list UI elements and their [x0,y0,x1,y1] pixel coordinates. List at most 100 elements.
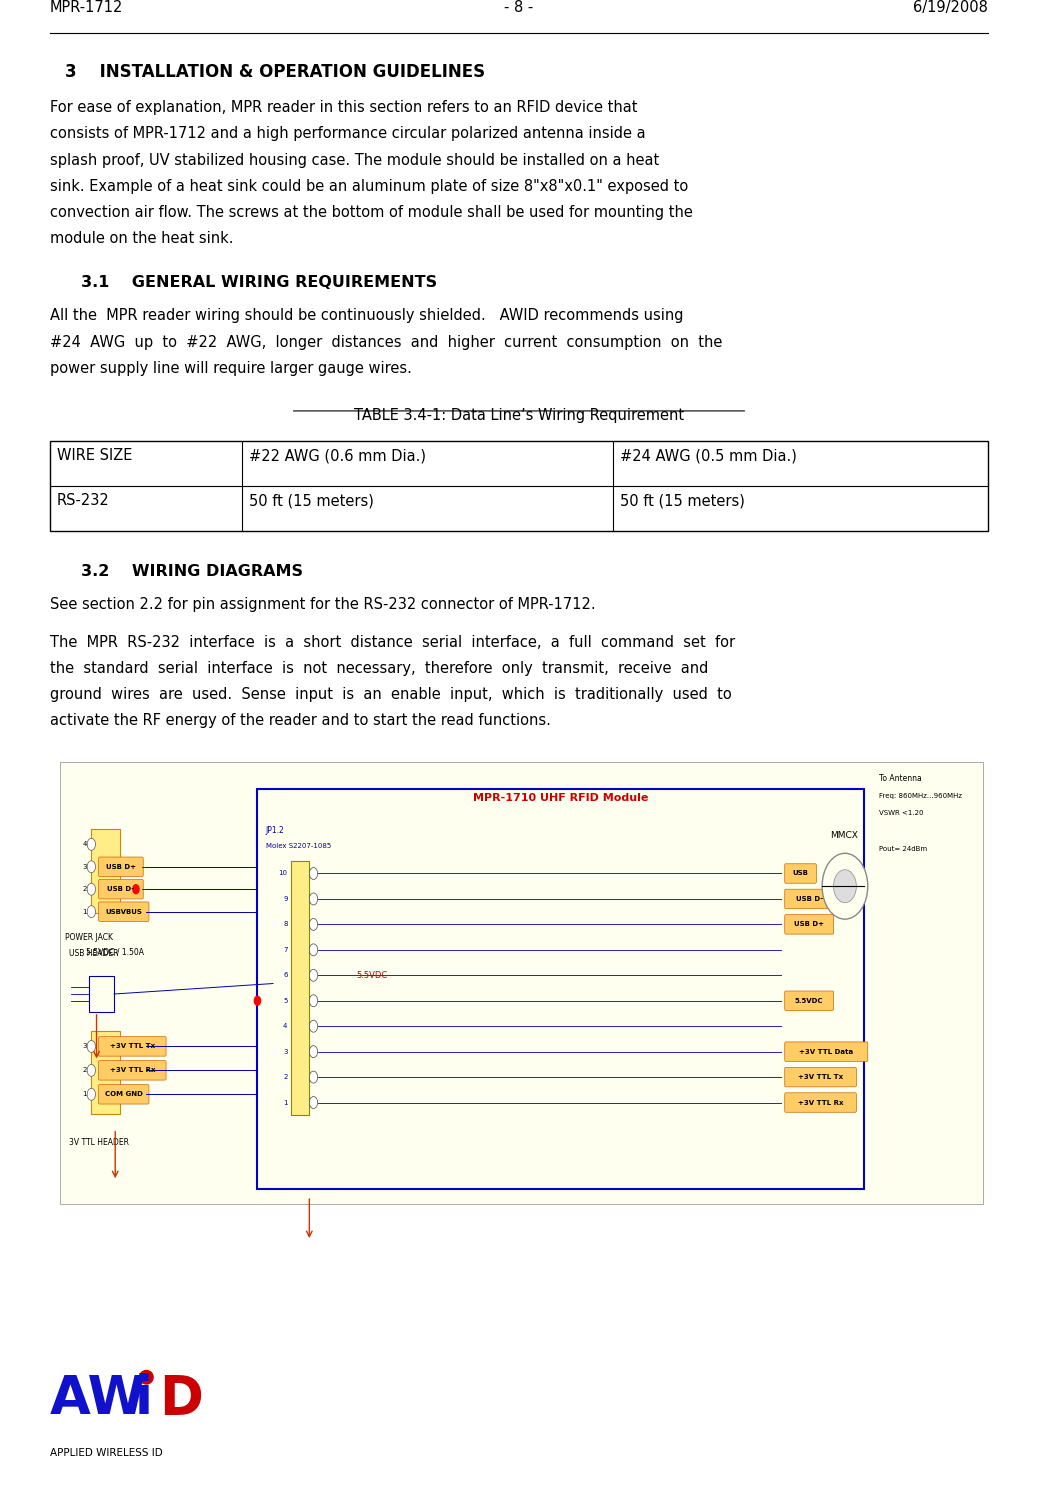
Text: 50 ft (15 meters): 50 ft (15 meters) [620,493,745,509]
Text: the  standard  serial  interface  is  not  necessary,  therefore  only  transmit: the standard serial interface is not nec… [50,660,708,677]
Text: 5: 5 [283,997,288,1004]
Text: 1: 1 [83,909,87,915]
Circle shape [309,892,318,904]
Text: USB D+: USB D+ [106,864,136,870]
FancyBboxPatch shape [99,879,143,898]
Text: 3.2    WIRING DIAGRAMS: 3.2 WIRING DIAGRAMS [81,563,303,579]
Text: ground  wires  are  used.  Sense  input  is  an  enable  input,  which  is  trad: ground wires are used. Sense input is an… [50,687,732,702]
Text: 1: 1 [83,1091,87,1097]
Text: 2: 2 [83,1067,87,1073]
Circle shape [309,1019,318,1031]
Text: 3    INSTALLATION & OPERATION GUIDELINES: 3 INSTALLATION & OPERATION GUIDELINES [65,63,486,81]
Text: USB HEADER: USB HEADER [69,949,118,958]
Text: Freq: 860MHz...960MHz: Freq: 860MHz...960MHz [879,793,962,799]
FancyBboxPatch shape [99,1036,166,1055]
Text: Molex S2207-1085: Molex S2207-1085 [266,843,331,849]
Text: To Antenna: To Antenna [879,774,922,783]
Circle shape [309,994,318,1006]
Text: module on the heat sink.: module on the heat sink. [50,231,234,247]
Text: 2: 2 [83,886,87,892]
Text: 3: 3 [283,1048,288,1055]
Circle shape [87,883,95,895]
Text: - 8 -: - 8 - [504,0,534,15]
Text: All the  MPR reader wiring should be continuously shielded.   AWID recommends us: All the MPR reader wiring should be cont… [50,308,683,323]
Text: POWER JACK: POWER JACK [65,933,113,942]
Text: MPR-1710 UHF RFID Module: MPR-1710 UHF RFID Module [473,793,648,804]
Text: 1: 1 [283,1099,288,1106]
FancyBboxPatch shape [785,991,834,1010]
Text: 50 ft (15 meters): 50 ft (15 meters) [249,493,375,509]
Text: convection air flow. The screws at the bottom of module shall be used for mounti: convection air flow. The screws at the b… [50,205,692,220]
Text: The  MPR  RS-232  interface  is  a  short  distance  serial  interface,  a  full: The MPR RS-232 interface is a short dist… [50,635,735,650]
Text: +3V TTL Tx: +3V TTL Tx [798,1073,843,1081]
Circle shape [133,885,139,894]
Bar [257,789,864,1189]
Circle shape [309,1070,318,1082]
Bar [91,1031,120,1114]
Text: +3V TTL Rx: +3V TTL Rx [798,1099,843,1106]
Text: consists of MPR-1712 and a high performance circular polarized antenna inside a: consists of MPR-1712 and a high performa… [50,126,646,142]
Text: 5.5VDC / 1.50A: 5.5VDC / 1.50A [86,948,144,957]
Text: 7: 7 [283,946,288,954]
Text: For ease of explanation, MPR reader in this section refers to an RFID device tha: For ease of explanation, MPR reader in t… [50,100,637,115]
Bar [291,861,309,1115]
Text: AW: AW [50,1373,146,1425]
Text: MPR-1712: MPR-1712 [50,0,124,15]
Text: USB: USB [793,870,809,877]
Circle shape [254,996,261,1004]
Ellipse shape [139,1371,154,1383]
Text: COM GND: COM GND [105,1091,142,1097]
FancyBboxPatch shape [785,864,816,883]
Text: 3.1    GENERAL WIRING REQUIREMENTS: 3.1 GENERAL WIRING REQUIREMENTS [81,275,437,290]
Text: MMCX: MMCX [830,831,858,840]
Text: 3: 3 [83,864,87,870]
Text: #24  AWG  up  to  #22  AWG,  longer  distances  and  higher  current  consumptio: #24 AWG up to #22 AWG, longer distances … [50,334,722,350]
Circle shape [87,1064,95,1076]
Text: APPLIED WIRELESS ID: APPLIED WIRELESS ID [50,1448,163,1458]
Bar [60,762,983,1204]
Text: +3V TTL Data: +3V TTL Data [799,1048,853,1055]
Circle shape [834,870,856,903]
Text: sink. Example of a heat sink could be an aluminum plate of size 8"x8"x0.1" expos: sink. Example of a heat sink could be an… [50,178,688,195]
Text: #24 AWG (0.5 mm Dia.): #24 AWG (0.5 mm Dia.) [620,448,797,464]
Circle shape [309,867,318,879]
Circle shape [87,906,95,918]
Text: 6: 6 [283,972,288,979]
FancyBboxPatch shape [99,856,143,876]
Circle shape [309,1096,318,1108]
FancyBboxPatch shape [785,889,834,909]
Text: 5.5VDC: 5.5VDC [356,970,387,981]
Text: USB D-: USB D- [795,895,823,903]
Text: D: D [159,1373,202,1425]
Text: #22 AWG (0.6 mm Dia.): #22 AWG (0.6 mm Dia.) [249,448,427,464]
Text: power supply line will require larger gauge wires.: power supply line will require larger ga… [50,361,412,376]
Text: 3: 3 [83,1043,87,1049]
FancyBboxPatch shape [785,915,834,934]
FancyBboxPatch shape [785,1093,856,1112]
FancyBboxPatch shape [99,1084,149,1103]
Text: 4: 4 [83,841,87,847]
Circle shape [87,1040,95,1052]
Text: See section 2.2 for pin assignment for the RS-232 connector of MPR-1712.: See section 2.2 for pin assignment for t… [50,596,596,612]
Bar [91,829,120,913]
Text: 2: 2 [283,1073,288,1081]
FancyBboxPatch shape [99,1060,166,1079]
Text: Pout= 24dBm: Pout= 24dBm [879,846,927,852]
Text: splash proof, UV stabilized housing case. The module should be installed on a he: splash proof, UV stabilized housing case… [50,153,659,168]
Text: 5.5VDC: 5.5VDC [795,997,823,1004]
Text: 6/19/2008: 6/19/2008 [913,0,988,15]
Text: activate the RF energy of the reader and to start the read functions.: activate the RF energy of the reader and… [50,713,551,729]
Circle shape [87,1088,95,1100]
Text: VSWR <1.20: VSWR <1.20 [879,810,924,816]
Circle shape [309,969,318,981]
Bar [50,440,988,530]
Text: +3V TTL Tx: +3V TTL Tx [110,1043,155,1049]
Text: JP1.2: JP1.2 [266,826,284,835]
Circle shape [87,838,95,850]
Text: RS-232: RS-232 [57,493,110,509]
Circle shape [309,918,318,930]
FancyBboxPatch shape [785,1042,868,1061]
Text: USB D+: USB D+ [794,921,824,928]
Text: 8: 8 [283,921,288,928]
Text: +3V TTL Rx: +3V TTL Rx [110,1067,155,1073]
